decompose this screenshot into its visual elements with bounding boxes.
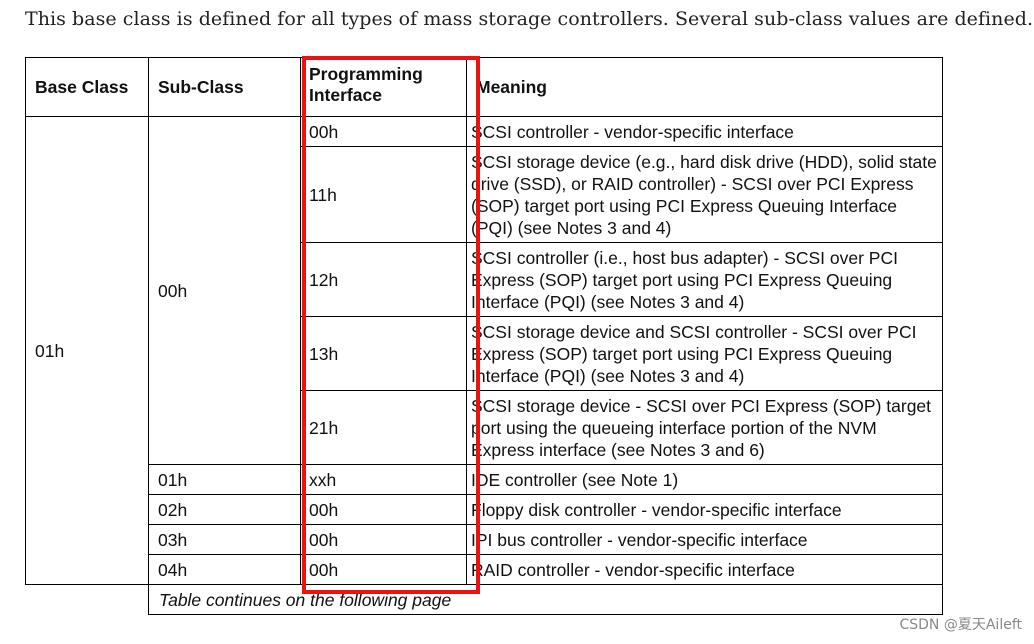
meaning-cell: IPI bus controller - vendor-specific int… [466,524,943,555]
table-row: 21h SCSI storage device - SCSI over PCI … [26,390,943,465]
meaning-cell: SCSI controller - vendor-specific interf… [466,116,943,147]
header-pi-line1: Programming [309,64,423,84]
table-row: 11h SCSI storage device (e.g., hard disk… [26,146,943,243]
prog-if-cell: 00h [300,524,467,555]
sub-class-cell: 00h [148,116,301,465]
meaning-cell: RAID controller - vendor-specific interf… [466,554,943,585]
prog-if-cell: 00h [300,116,467,147]
meaning-cell: IDE controller (see Note 1) [466,464,943,495]
prog-if-cell: xxh [300,464,467,495]
meaning-cell: SCSI controller (i.e., host bus adapter)… [466,242,943,317]
intro-text: This base class is defined for all types… [25,8,1034,30]
header-row: Base Class Sub-Class Programming Interfac… [25,57,943,117]
mass-storage-class-table: Base Class Sub-Class Programming Interfac… [25,57,943,615]
header-sub-class: Sub-Class [148,57,301,117]
table-row: 01h 00h 00h SCSI controller - vendor-spe… [25,116,943,585]
continuation-note: Table continues on the following page [148,584,943,615]
table-row: 04h 00h RAID controller - vendor-specifi… [26,554,943,585]
watermark: CSDN @夏天Aileft [899,617,1022,633]
sub-class-cell: 03h [148,524,301,555]
meaning-cell: SCSI storage device (e.g., hard disk dri… [466,146,943,243]
header-meaning: Meaning [466,57,943,117]
sub-class-cell: 02h [148,494,301,525]
meaning-cell: Floppy disk controller - vendor-specific… [466,494,943,525]
prog-if-cell: 00h [300,494,467,525]
sub-class-cell: 01h [148,464,301,495]
prog-if-cell: 21h [300,390,467,465]
continuation-row: Table continues on the following page [26,584,943,615]
table-row: 01h xxh IDE controller (see Note 1) [26,464,943,495]
meaning-cell: SCSI storage device and SCSI controller … [466,316,943,391]
meaning-cell: SCSI storage device - SCSI over PCI Expr… [466,390,943,465]
header-pi-line2: Interface [309,85,382,105]
prog-if-cell: 13h [300,316,467,391]
table-row: 02h 00h Floppy disk controller - vendor-… [26,494,943,525]
prog-if-cell: 12h [300,242,467,317]
prog-if-cell: 11h [300,146,467,243]
table-row: 13h SCSI storage device and SCSI control… [26,316,943,391]
empty-cell [26,585,149,615]
prog-if-cell: 00h [300,554,467,585]
table-row: 03h 00h IPI bus controller - vendor-spec… [26,524,943,555]
base-class-cell: 01h [25,116,149,585]
sub-class-cell: 04h [148,554,301,585]
header-base-class: Base Class [25,57,149,117]
table-row: 12h SCSI controller (i.e., host bus adap… [26,242,943,317]
header-programming-interface: Programming Interface [300,57,467,117]
